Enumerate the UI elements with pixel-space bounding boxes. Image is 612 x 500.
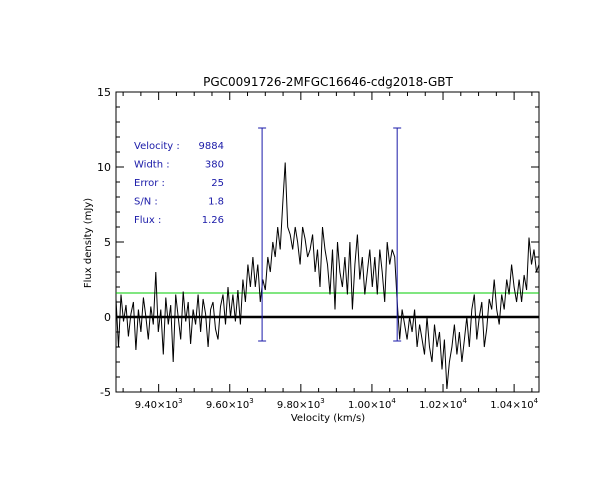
x-axis-label: Velocity (km/s) (291, 413, 365, 424)
stat-label: S/N : (134, 197, 158, 208)
y-tick-label: -5 (100, 386, 111, 399)
y-tick-label: 15 (97, 86, 111, 99)
spectrum-line (115, 162, 540, 390)
y-tick-label: 0 (104, 311, 111, 324)
stat-value: 1.8 (208, 197, 224, 208)
x-tick-label: 9.60×103 (206, 397, 254, 411)
stat-value: 9884 (199, 141, 224, 152)
x-tick-label: 9.80×103 (277, 397, 325, 411)
stat-value: 380 (205, 160, 224, 171)
stat-label: Velocity : (134, 141, 180, 152)
x-tick-label: 1.00×104 (348, 397, 396, 411)
stat-label: Width : (134, 160, 170, 171)
plot-frame (115, 91, 540, 393)
x-tick-label: 9.40×103 (135, 397, 183, 411)
stat-value: 1.26 (202, 215, 224, 226)
x-tick-label: 1.04×104 (490, 397, 538, 411)
y-tick-label: 5 (104, 236, 111, 249)
stat-label: Error : (134, 178, 165, 189)
x-tick-label: 1.02×104 (419, 397, 467, 411)
y-axis-label: Flux density (mJy) (83, 198, 94, 288)
chart-title: PGC0091726-2MFGC16646-cdg2018-GBT (203, 75, 453, 89)
stat-value: 25 (211, 178, 224, 189)
stat-label: Flux : (134, 215, 161, 226)
y-tick-label: 10 (97, 161, 111, 174)
